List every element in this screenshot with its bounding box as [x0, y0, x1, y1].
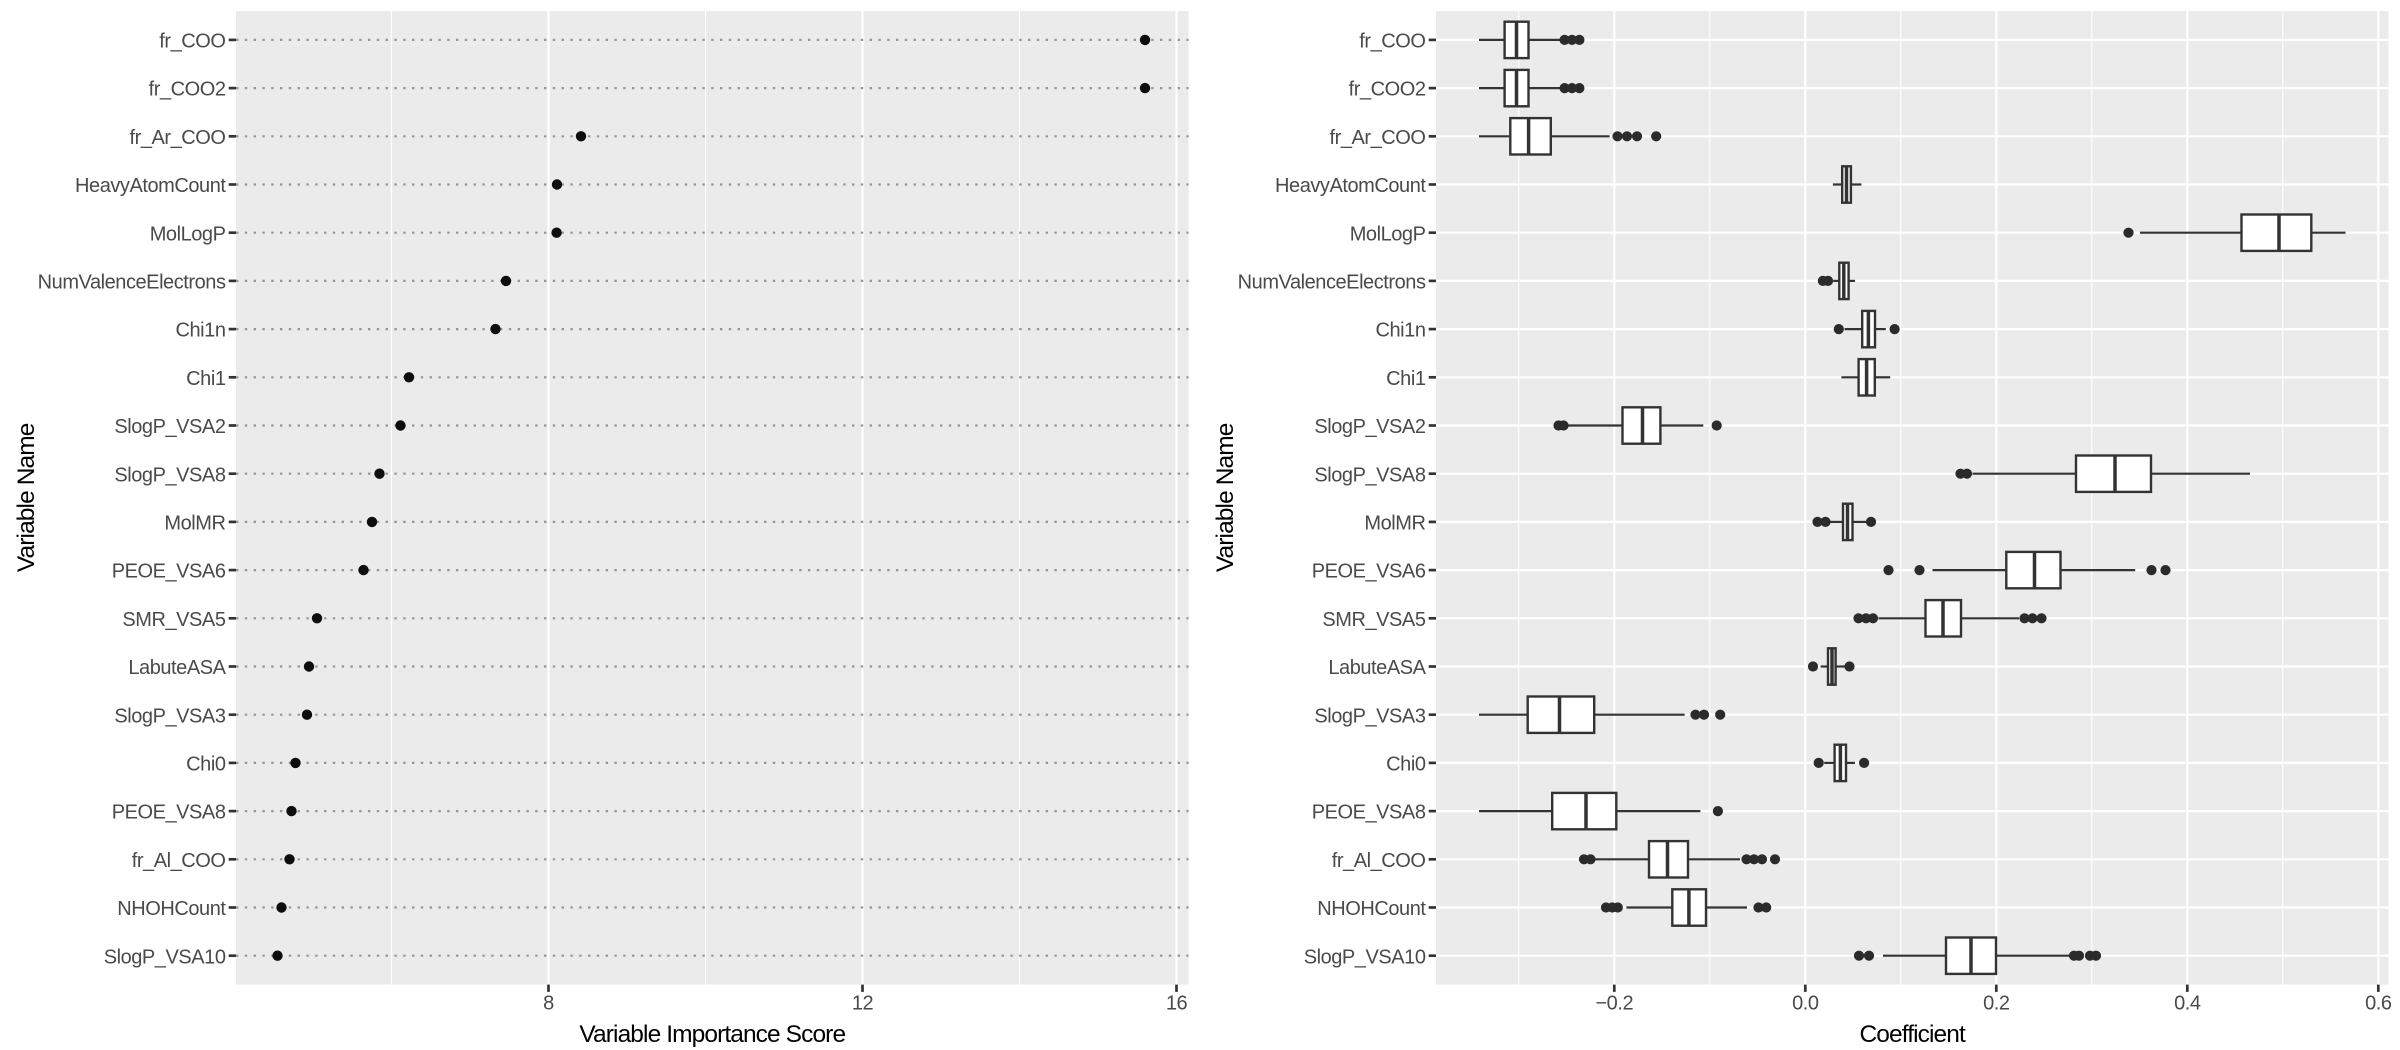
svg-text:Variable Name: Variable Name [1212, 423, 1239, 572]
svg-text:SlogP_VSA3: SlogP_VSA3 [1314, 705, 1425, 727]
svg-text:fr_COO: fr_COO [1359, 31, 1425, 53]
svg-text:Coefficient: Coefficient [1859, 1021, 1966, 1048]
svg-text:fr_Ar_COO: fr_Ar_COO [130, 127, 226, 149]
svg-text:fr_Al_COO: fr_Al_COO [1332, 850, 1426, 872]
svg-text:LabuteASA: LabuteASA [1328, 657, 1426, 679]
svg-text:0.0: 0.0 [1792, 993, 1819, 1015]
svg-text:−0.2: −0.2 [1595, 993, 1633, 1015]
svg-text:SlogP_VSA10: SlogP_VSA10 [1304, 946, 1426, 968]
svg-text:fr_COO: fr_COO [159, 31, 225, 53]
svg-text:Chi1n: Chi1n [1375, 320, 1425, 342]
svg-text:0.2: 0.2 [1983, 993, 2010, 1015]
svg-text:16: 16 [1166, 993, 1188, 1015]
svg-text:0.6: 0.6 [2365, 993, 2392, 1015]
svg-text:MolLogP: MolLogP [150, 223, 226, 245]
svg-text:SlogP_VSA2: SlogP_VSA2 [114, 416, 225, 438]
svg-text:Variable Name: Variable Name [13, 423, 40, 572]
svg-text:Chi1: Chi1 [1386, 368, 1426, 390]
svg-text:fr_Ar_COO: fr_Ar_COO [1330, 127, 1426, 149]
svg-text:SMR_VSA5: SMR_VSA5 [122, 609, 225, 631]
svg-text:MolMR: MolMR [1364, 513, 1425, 535]
svg-text:Chi1: Chi1 [186, 368, 226, 390]
svg-text:12: 12 [852, 993, 874, 1015]
svg-text:NumValenceElectrons: NumValenceElectrons [38, 272, 226, 294]
svg-text:Chi1n: Chi1n [175, 320, 225, 342]
svg-text:8: 8 [543, 993, 554, 1015]
svg-text:HeavyAtomCount: HeavyAtomCount [75, 175, 226, 197]
svg-text:Chi0: Chi0 [186, 754, 226, 776]
svg-text:PEOE_VSA8: PEOE_VSA8 [112, 802, 226, 824]
svg-text:MolLogP: MolLogP [1350, 223, 1426, 245]
svg-text:SlogP_VSA3: SlogP_VSA3 [114, 705, 225, 727]
svg-text:fr_COO2: fr_COO2 [149, 79, 226, 101]
svg-text:MolMR: MolMR [164, 513, 225, 535]
svg-text:fr_COO2: fr_COO2 [1349, 79, 1426, 101]
svg-text:NHOHCount: NHOHCount [117, 898, 226, 920]
svg-text:SlogP_VSA10: SlogP_VSA10 [104, 946, 226, 968]
svg-text:HeavyAtomCount: HeavyAtomCount [1275, 175, 1426, 197]
svg-text:SMR_VSA5: SMR_VSA5 [1322, 609, 1425, 631]
svg-text:Variable Importance Score: Variable Importance Score [579, 1021, 845, 1048]
svg-text:PEOE_VSA6: PEOE_VSA6 [1312, 561, 1426, 583]
svg-text:PEOE_VSA8: PEOE_VSA8 [1312, 802, 1426, 824]
svg-text:NHOHCount: NHOHCount [1317, 898, 1426, 920]
svg-text:SlogP_VSA8: SlogP_VSA8 [1314, 464, 1425, 486]
svg-text:PEOE_VSA6: PEOE_VSA6 [112, 561, 226, 583]
svg-text:SlogP_VSA8: SlogP_VSA8 [114, 464, 225, 486]
svg-text:SlogP_VSA2: SlogP_VSA2 [1314, 416, 1425, 438]
svg-text:LabuteASA: LabuteASA [128, 657, 226, 679]
svg-text:NumValenceElectrons: NumValenceElectrons [1238, 272, 1426, 294]
svg-text:fr_Al_COO: fr_Al_COO [132, 850, 226, 872]
svg-text:0.4: 0.4 [2174, 993, 2201, 1015]
svg-text:Chi0: Chi0 [1386, 754, 1426, 776]
